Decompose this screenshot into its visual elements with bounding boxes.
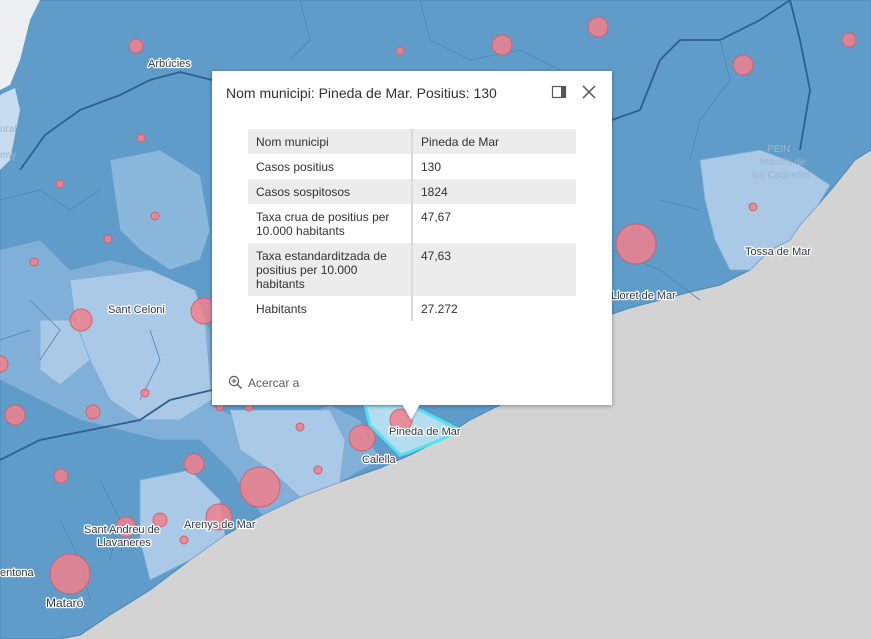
case-circle[interactable] (69, 308, 93, 332)
table-row: Habitants 27.272 (248, 296, 576, 321)
row-label: Nom municipi (248, 129, 413, 154)
label-sant-andreu-1: Sant Andreu de (84, 524, 160, 536)
table-row: Taxa estandarditzada de positius per 10.… (248, 243, 576, 296)
case-circle[interactable] (239, 466, 281, 508)
table-row: Casos sospitosos 1824 (248, 179, 576, 204)
case-circle[interactable] (491, 34, 513, 56)
comarca-boundary-4 (789, 0, 811, 151)
label-arbucies: Arbúcies (148, 58, 191, 70)
case-circle[interactable] (152, 512, 168, 528)
zoom-in-icon (228, 375, 242, 389)
case-circle[interactable] (295, 422, 305, 432)
row-label: Taxa estandarditzada de positius per 10.… (248, 243, 413, 296)
info-popup: Nom municipi: Pineda de Mar. Positius: 1… (212, 71, 612, 405)
land-pale-strip (0, 88, 20, 170)
dock-icon[interactable] (551, 84, 567, 100)
label-pineda: Pineda de Mar (389, 426, 461, 438)
case-circle[interactable] (732, 54, 754, 76)
selected-municipality-pineda[interactable] (363, 403, 464, 457)
table-row: Casos positius 130 (248, 154, 576, 179)
close-icon[interactable] (581, 84, 597, 100)
case-circle[interactable] (841, 32, 857, 48)
case-circle[interactable] (140, 388, 150, 398)
table-row: Taxa crua de positius per 10.000 habitan… (248, 204, 576, 243)
label-lloret: Lloret de Mar (611, 290, 676, 302)
case-circle[interactable] (115, 516, 137, 538)
row-value: 27.272 (412, 296, 576, 321)
case-circle[interactable] (55, 179, 65, 189)
row-label: Casos sospitosos (248, 179, 413, 204)
label-pein-2: Massís de (760, 157, 806, 168)
attribute-table: Nom municipi Pineda de Mar Casos positius… (248, 129, 576, 321)
case-circle[interactable] (103, 234, 113, 244)
case-circle[interactable] (4, 404, 26, 426)
zoom-to-button[interactable]: Acercar a (228, 375, 299, 390)
land-grey-corner (0, 0, 40, 90)
case-circle[interactable] (85, 404, 101, 420)
case-circle[interactable] (313, 465, 323, 475)
label-montona: entona (0, 567, 35, 579)
label-sant-celoni: Sant Celoni (108, 304, 165, 316)
case-circle[interactable] (587, 16, 609, 38)
label-calella: Calella (362, 454, 397, 466)
zoom-to-label: Acercar a (248, 375, 300, 390)
popup-pointer (402, 404, 420, 420)
label-mataro: Mataró (46, 596, 84, 610)
row-value: 130 (412, 154, 576, 179)
label-tossa: Tossa de Mar (745, 246, 811, 258)
row-label: Casos positius (248, 154, 413, 179)
case-circle[interactable] (49, 553, 91, 595)
case-circle[interactable] (395, 46, 405, 56)
row-label: Taxa crua de positius per 10.000 habitan… (248, 204, 413, 243)
case-circle[interactable] (179, 535, 189, 545)
case-circle[interactable] (183, 453, 205, 475)
label-pein-3: les Cadiretes (752, 170, 810, 181)
comarca-boundary-3 (611, 0, 791, 121)
land-light-2 (699, 149, 831, 271)
label-arenys: Arenys de Mar (184, 519, 256, 531)
table-row: Nom municipi Pineda de Mar (248, 129, 576, 154)
popup-title: Nom municipi: Pineda de Mar. Positius: 1… (226, 85, 497, 101)
land-light-3 (229, 409, 346, 498)
row-value: Pineda de Mar (412, 129, 576, 154)
label-pein-1: PEIN - (767, 144, 796, 155)
row-label: Habitants (248, 296, 413, 321)
case-circle[interactable] (29, 257, 39, 267)
case-circle[interactable] (748, 202, 758, 212)
row-value: 47,67 (412, 204, 576, 243)
land-mid-2 (109, 149, 211, 271)
label-rural: ural (0, 124, 17, 135)
case-circle[interactable] (53, 468, 69, 484)
case-circle[interactable] (615, 223, 657, 265)
label-sant-andreu-2: Llavaneres (97, 537, 151, 549)
comarca-boundary-2 (0, 389, 213, 461)
case-circle[interactable] (150, 211, 160, 221)
case-circle[interactable] (136, 133, 146, 143)
row-value: 47,63 (412, 243, 576, 296)
land-light-5 (39, 319, 91, 386)
land-light-4 (139, 469, 226, 581)
case-circle[interactable] (128, 38, 144, 54)
case-circle[interactable] (205, 503, 233, 531)
case-circle[interactable] (0, 355, 9, 373)
comarca-boundary-1 (19, 71, 213, 171)
label-montseny: eny (0, 150, 16, 161)
case-circle[interactable] (348, 424, 376, 452)
row-value: 1824 (412, 179, 576, 204)
